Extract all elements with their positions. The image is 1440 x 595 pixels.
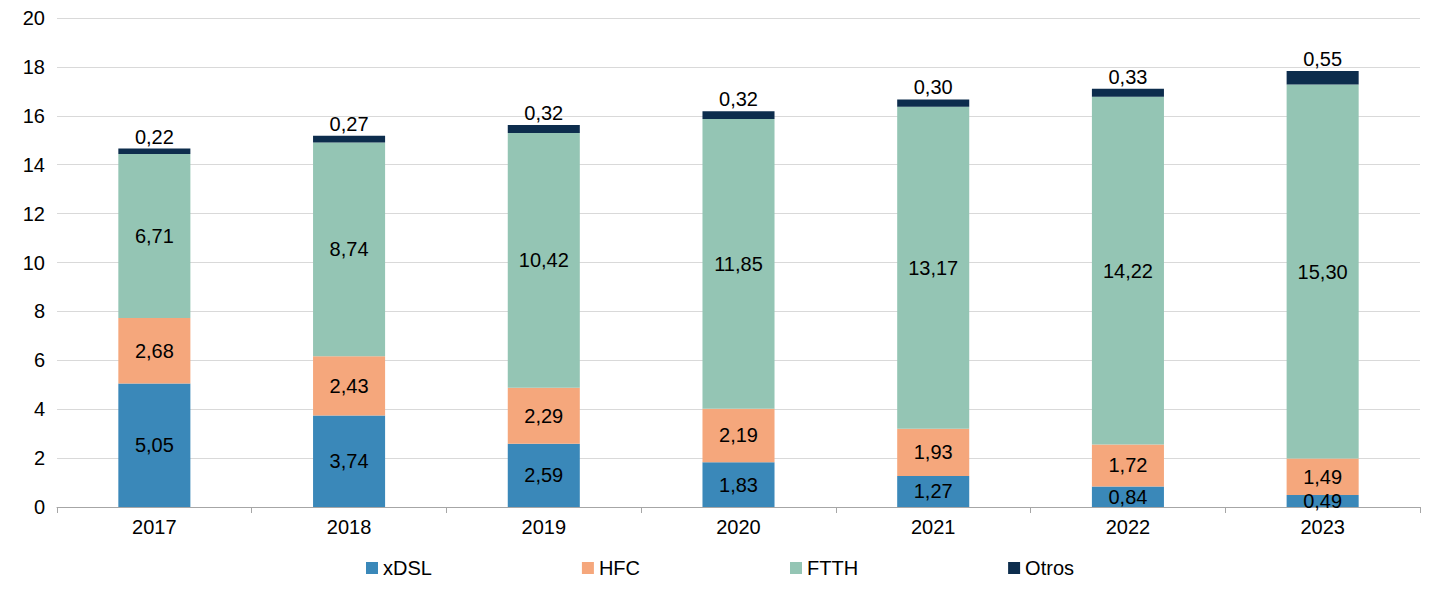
- svg-text:2023: 2023: [1300, 516, 1345, 538]
- svg-text:6,71: 6,71: [135, 225, 174, 247]
- svg-text:0,32: 0,32: [719, 88, 758, 110]
- svg-text:0,49: 0,49: [1303, 490, 1342, 512]
- svg-text:11,85: 11,85: [714, 253, 763, 275]
- svg-text:10: 10: [23, 252, 45, 274]
- svg-text:15,30: 15,30: [1298, 261, 1348, 283]
- svg-text:18: 18: [23, 56, 45, 78]
- svg-text:0,33: 0,33: [1108, 66, 1147, 88]
- svg-text:2: 2: [34, 447, 45, 469]
- svg-text:2,29: 2,29: [524, 405, 563, 427]
- svg-text:1,27: 1,27: [914, 480, 953, 502]
- svg-text:2019: 2019: [522, 516, 567, 538]
- svg-text:16: 16: [23, 105, 45, 127]
- svg-text:2021: 2021: [911, 516, 956, 538]
- svg-text:20: 20: [23, 7, 45, 29]
- svg-text:Otros: Otros: [1025, 557, 1074, 579]
- svg-text:0,30: 0,30: [914, 76, 953, 98]
- svg-text:2,68: 2,68: [135, 340, 174, 362]
- svg-text:14: 14: [23, 154, 45, 176]
- svg-text:0: 0: [34, 496, 45, 518]
- svg-text:0,55: 0,55: [1303, 48, 1342, 70]
- svg-text:13,17: 13,17: [908, 257, 958, 279]
- svg-text:14,22: 14,22: [1103, 260, 1153, 282]
- svg-text:1,49: 1,49: [1303, 466, 1342, 488]
- svg-text:0,84: 0,84: [1108, 486, 1147, 508]
- svg-text:6: 6: [34, 349, 45, 371]
- svg-text:3,74: 3,74: [330, 450, 369, 472]
- svg-text:2,59: 2,59: [524, 464, 563, 486]
- svg-text:1,72: 1,72: [1108, 454, 1147, 476]
- svg-text:8,74: 8,74: [330, 238, 369, 260]
- svg-text:FTTH: FTTH: [807, 557, 858, 579]
- svg-text:0,32: 0,32: [524, 102, 563, 124]
- svg-text:2,43: 2,43: [330, 375, 369, 397]
- svg-text:4: 4: [34, 398, 45, 420]
- svg-text:2022: 2022: [1106, 516, 1151, 538]
- svg-text:2018: 2018: [327, 516, 372, 538]
- svg-text:1,93: 1,93: [914, 441, 953, 463]
- svg-text:2017: 2017: [132, 516, 177, 538]
- svg-text:2,19: 2,19: [719, 424, 758, 446]
- svg-text:0,22: 0,22: [135, 126, 174, 148]
- svg-text:5,05: 5,05: [135, 434, 174, 456]
- svg-text:8: 8: [34, 300, 45, 322]
- svg-text:10,42: 10,42: [519, 249, 569, 271]
- svg-text:12: 12: [23, 203, 45, 225]
- svg-text:2020: 2020: [716, 516, 761, 538]
- svg-text:0,27: 0,27: [330, 113, 369, 135]
- svg-text:1,83: 1,83: [719, 474, 758, 496]
- svg-text:HFC: HFC: [599, 557, 640, 579]
- svg-text:xDSL: xDSL: [383, 557, 432, 579]
